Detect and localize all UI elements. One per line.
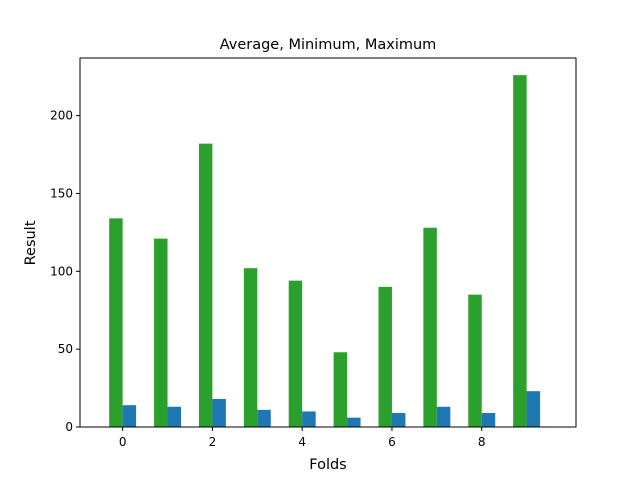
y-axis-label: Result — [23, 220, 39, 265]
bar-series0-fold-9 — [513, 75, 527, 427]
bar-series1-fold-3 — [257, 409, 271, 427]
bar-series1-fold-9 — [526, 391, 541, 427]
y-tick-label: 150 — [50, 186, 73, 200]
y-tick-label: 50 — [58, 342, 73, 356]
x-tick-label: 0 — [119, 435, 127, 449]
y-tick-label: 0 — [65, 420, 73, 434]
x-tick-label: 6 — [388, 435, 396, 449]
bar-series0-fold-6 — [378, 286, 392, 427]
x-tick-label: 4 — [298, 435, 306, 449]
bar-series1-fold-4 — [302, 411, 316, 427]
bars-group — [109, 75, 541, 427]
chart-title: Average, Minimum, Maximum — [220, 37, 437, 53]
bar-series1-fold-5 — [347, 417, 361, 427]
x-axis-ticks: 0 2 4 6 8 — [119, 427, 486, 449]
bar-series0-fold-7 — [423, 227, 437, 427]
x-tick-label: 2 — [209, 435, 217, 449]
bar-series0-fold-2 — [198, 143, 213, 427]
x-axis-label: Folds — [309, 457, 346, 473]
bar-series0-fold-3 — [243, 268, 258, 427]
bar-series1-fold-1 — [167, 406, 181, 427]
bar-series1-fold-7 — [436, 406, 451, 427]
bar-series0-fold-4 — [288, 280, 303, 427]
bar-series0-fold-1 — [154, 238, 168, 427]
bar-series1-fold-6 — [391, 412, 406, 427]
bar-series0-fold-8 — [468, 294, 482, 427]
bar-series1-fold-0 — [122, 405, 137, 427]
bar-series0-fold-0 — [109, 218, 123, 427]
y-axis-ticks: 0 50 100 150 200 — [50, 109, 80, 434]
y-tick-label: 200 — [50, 109, 73, 123]
plot-frame — [79, 57, 577, 428]
bar-series1-fold-2 — [212, 398, 226, 427]
y-tick-label: 100 — [50, 264, 73, 278]
bar-series0-fold-5 — [333, 352, 348, 427]
x-tick-label: 8 — [478, 435, 486, 449]
bar-series1-fold-8 — [481, 412, 496, 427]
